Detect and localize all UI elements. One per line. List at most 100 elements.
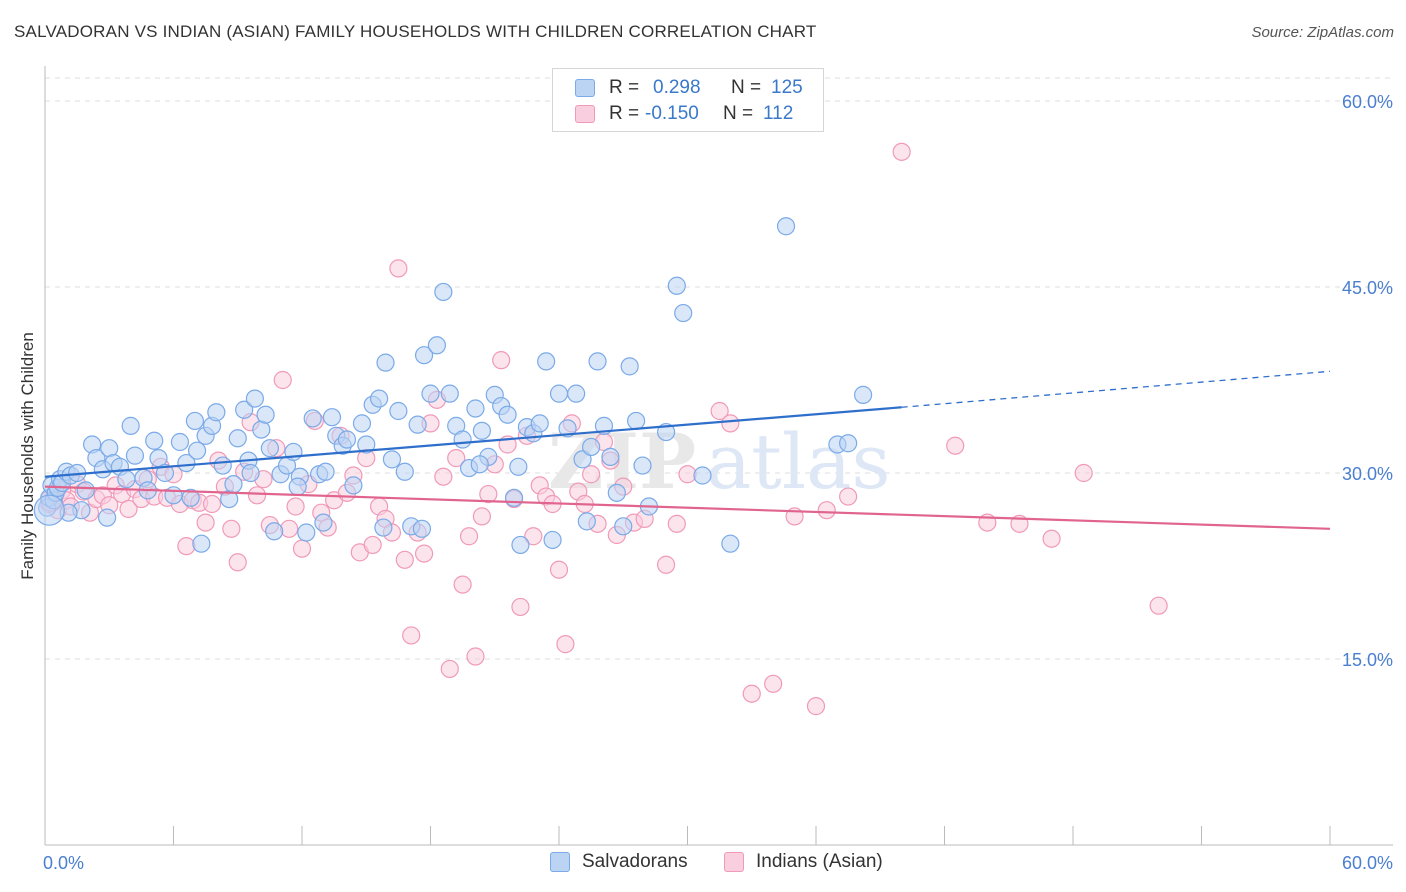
gridlines (45, 77, 1393, 660)
salvadoran-point-89 (543, 530, 562, 550)
legend-n-label: N = (731, 77, 762, 98)
indian-asian-point-86 (582, 465, 601, 484)
series-label-indians-asian: Indians (Asian) (756, 851, 883, 872)
series-swatch-salvadorans (550, 852, 570, 872)
legend-row-indians-asian: R = -0.150 N = 112 (575, 102, 793, 126)
salvadoran-point-82 (498, 405, 517, 424)
salvadoran-point-53 (316, 462, 335, 481)
indians-asian-trend-line (44, 485, 1331, 530)
legend-n-value: 125 (771, 77, 803, 98)
indian-asian-point-30 (222, 519, 241, 538)
salvadoran-point-83 (504, 488, 524, 507)
salvadoran-point-69 (414, 346, 434, 365)
salvadoran-point-99 (614, 517, 633, 536)
series-swatch-indians-asian (724, 852, 744, 872)
indian-asian-point-56 (389, 259, 408, 278)
indian-asian-point-23 (177, 537, 196, 556)
salvadoran-point-115 (314, 513, 333, 532)
salvadoran-point-66 (395, 462, 414, 481)
salvadoran-point-59 (352, 414, 372, 433)
indian-asian-point-70 (479, 484, 498, 504)
indian-asian-point-102 (806, 697, 826, 716)
indian-asian-point-39 (280, 519, 299, 538)
salvadoran-point-45 (265, 522, 284, 541)
indian-asian-point-58 (402, 626, 421, 645)
salvadoran-point-30 (187, 441, 207, 460)
y-tick-label-1: 30.0% (1342, 464, 1393, 484)
salvadoran-point-87 (530, 414, 549, 433)
indian-asian-point-57 (395, 550, 414, 569)
salvadoran-point-23 (145, 431, 164, 450)
x-tick-label-left: 0.0% (43, 853, 84, 873)
salvadoran-point-77 (466, 399, 485, 418)
salvadoran-point-12 (76, 481, 95, 500)
salvadoran-point-44 (260, 439, 279, 458)
x-tick-label-right: 60.0% (1342, 853, 1393, 873)
indian-asian-point-105 (892, 142, 911, 161)
legend-row-salvadorans: R = 0.298 N = 125 (575, 76, 803, 100)
indian-asian-point-69 (472, 507, 491, 526)
legend-r-value: -0.150 (645, 103, 699, 124)
salvadoran-point-98 (607, 483, 626, 502)
salvadoran-point-51 (303, 409, 322, 428)
salvadoran-point-114 (470, 455, 489, 474)
salvadoran-point-94 (582, 437, 601, 457)
indian-asian-point-52 (363, 535, 382, 555)
indian-asian-point-98 (721, 414, 740, 433)
indian-asian-point-75 (511, 597, 530, 617)
salvadoran-point-54 (322, 408, 342, 427)
salvadorans-points (33, 217, 873, 555)
salvadoran-point-20 (125, 446, 145, 465)
indian-asian-point-96 (678, 465, 697, 484)
indian-asian-point-110 (1074, 463, 1093, 483)
salvadoran-point-70 (421, 384, 440, 403)
salvadoran-point-113 (509, 457, 528, 476)
indian-asian-point-38 (273, 370, 292, 390)
salvadoran-point-50 (297, 523, 316, 542)
salvadoran-point-122 (412, 519, 432, 538)
salvadoran-point-37 (224, 475, 243, 494)
salvadoran-point-109 (776, 217, 796, 236)
legend-swatch-indians-asian (575, 105, 595, 123)
salvadoran-point-41 (245, 389, 264, 408)
salvadoran-point-102 (633, 456, 652, 475)
indian-asian-point-31 (228, 553, 247, 572)
indian-asian-point-34 (247, 486, 267, 505)
salvadoran-point-97 (601, 447, 620, 466)
series-legend-indians-asian[interactable]: Indians (Asian) (724, 851, 883, 873)
salvadoran-point-60 (357, 435, 376, 454)
indian-asian-point-106 (946, 436, 965, 455)
salvadoran-point-95 (588, 352, 607, 371)
indian-asian-point-100 (764, 674, 783, 693)
salvadoran-point-108 (721, 534, 740, 553)
salvadoran-point-62 (370, 389, 389, 408)
indian-asian-point-60 (414, 544, 434, 563)
salvadorans-trend-line (44, 406, 902, 478)
y-tick-label-2: 45.0% (1342, 278, 1393, 298)
salvadoran-point-84 (511, 535, 530, 555)
legend-r-label: R = (609, 77, 640, 98)
salvadoran-point-35 (213, 456, 232, 475)
indian-asian-point-104 (839, 487, 858, 506)
indian-asian-point-40 (286, 497, 305, 516)
salvadoran-point-121 (288, 477, 307, 496)
salvadoran-point-72 (434, 282, 453, 302)
salvadoran-point-119 (117, 470, 136, 489)
salvadoran-point-34 (207, 403, 226, 422)
legend-n-label: N = (723, 103, 754, 124)
salvadoran-point-75 (453, 430, 472, 449)
salvadoran-point-68 (408, 415, 427, 434)
indian-asian-point-14 (119, 499, 138, 519)
legend-r-value: 0.298 (653, 77, 701, 98)
salvadoran-point-71 (427, 336, 447, 355)
indian-asian-point-65 (447, 449, 466, 468)
series-legend-salvadorans[interactable]: Salvadorans (550, 851, 688, 873)
salvadoran-point-58 (344, 476, 363, 495)
legend-n-value: 112 (763, 103, 794, 124)
correlation-legend: R = 0.298 N = 125 R = -0.150 N = 112 (552, 68, 824, 132)
salvadoran-point-38 (228, 429, 247, 448)
y-tick-label-3: 60.0% (1342, 92, 1393, 112)
chart-title: SALVADORAN VS INDIAN (ASIAN) FAMILY HOUS… (14, 22, 817, 41)
indian-asian-point-67 (459, 527, 479, 546)
salvadoran-point-65 (389, 401, 408, 421)
